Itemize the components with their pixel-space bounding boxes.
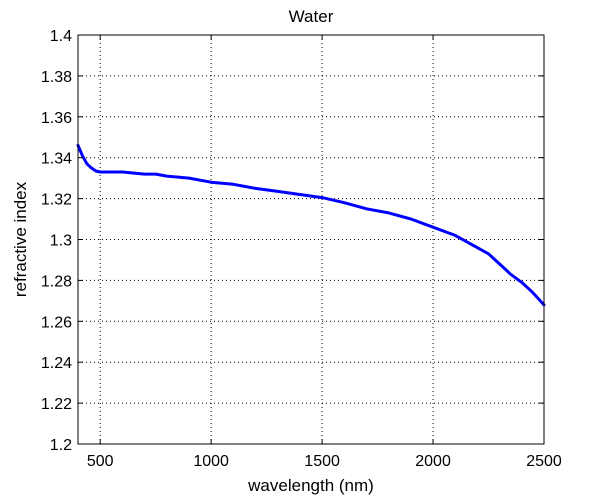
series-line xyxy=(76,143,546,307)
x-tick-label: 500 xyxy=(87,453,114,470)
x-tick-label: 2500 xyxy=(526,453,562,470)
y-axis-title: refractive index xyxy=(11,181,30,297)
x-tick-label: 1500 xyxy=(304,453,340,470)
data-series xyxy=(76,143,546,307)
y-tick-label: 1.38 xyxy=(41,69,72,86)
y-tick-label: 1.24 xyxy=(41,355,72,372)
ticks: 500 1000 1500 2000 2500 1.2 1.22 1.24 1.26 1.28 1.… xyxy=(41,28,562,470)
y-tick-label: 1.34 xyxy=(41,151,72,168)
grid xyxy=(78,35,544,444)
x-axis-title: wavelength (nm) xyxy=(247,476,374,495)
y-tick-label: 1.2 xyxy=(50,437,72,454)
y-tick-label: 1.36 xyxy=(41,110,72,127)
y-tick-label: 1.4 xyxy=(50,28,72,45)
x-tick-label: 2000 xyxy=(415,453,451,470)
x-tick-label: 1000 xyxy=(193,453,229,470)
y-tick-label: 1.3 xyxy=(50,233,72,250)
y-tick-label: 1.26 xyxy=(41,314,72,331)
y-tick-label: 1.22 xyxy=(41,396,72,413)
y-tick-label: 1.32 xyxy=(41,192,72,209)
y-tick-label: 1.28 xyxy=(41,273,72,290)
chart-title: Water xyxy=(289,7,334,26)
